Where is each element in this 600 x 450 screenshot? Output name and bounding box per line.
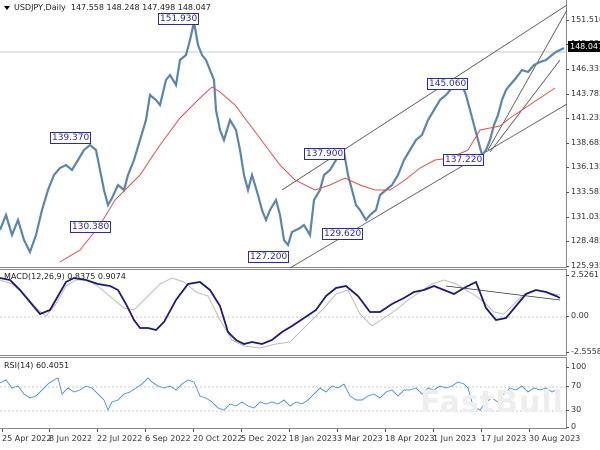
macd-axis-label: 0.00	[566, 311, 589, 320]
macd-title: MACD(12,26,9) 0.8375 0.9074	[4, 272, 126, 281]
rsi-title: RSI(14) 60.4051	[4, 361, 70, 370]
time-axis-label: 30 Aug 2023	[529, 429, 581, 443]
time-axis-label: 6 Sep 2022	[145, 429, 191, 443]
macd-panel[interactable]: MACD(12,26,9) 0.8375 0.9074	[0, 269, 567, 356]
price-label-high: 151.930	[158, 13, 200, 25]
macd-axis-label: 2.5261	[566, 270, 599, 279]
time-axis-label: 3 Mar 2023	[337, 429, 383, 443]
price-axis-label: 146.335	[565, 64, 600, 73]
rsi-axis-label: 70	[565, 381, 582, 390]
macd-canvas	[0, 277, 567, 349]
price-label: 130.380	[70, 221, 112, 233]
price-label: 137.220	[443, 154, 485, 166]
price-axis-label: 133.585	[565, 187, 600, 196]
time-axis-label: 18 Apr 2023	[385, 429, 435, 443]
macd-axis-label: -2.5558	[566, 347, 600, 356]
price-axis-label: 151.510	[565, 15, 600, 24]
rsi-canvas	[0, 377, 567, 412]
time-axis-label: 8 Jun 2022	[49, 429, 93, 443]
symbol-timeframe: USDJPY,Daily	[14, 3, 66, 12]
price-axis-label: 131.035	[565, 212, 600, 221]
time-axis-label: 18 Jan 2023	[289, 429, 337, 443]
price-axis-label: 128.485	[565, 236, 600, 245]
rsi-panel[interactable]: RSI(14) 60.4051	[0, 357, 567, 429]
time-axis-label: 5 Dec 2022	[241, 429, 288, 443]
price-axis-label: 136.135	[565, 162, 600, 171]
rsi-axis-label: 30	[565, 405, 582, 414]
fastbull-watermark: FastBull	[420, 385, 564, 420]
price-chart-panel[interactable]: USDJPY,Daily 147.558 148.248 147.498 148…	[0, 0, 567, 268]
current-price-tag: 148.047	[568, 41, 600, 52]
dropdown-triangle-icon[interactable]	[4, 5, 10, 10]
price-label-low: 127.200	[248, 251, 290, 263]
price-label: 137.900	[304, 148, 346, 160]
price-axis-label: 125.935	[565, 261, 600, 270]
time-axis-label: 22 Jul 2022	[97, 429, 143, 443]
price-label: 145.060	[427, 78, 469, 90]
ohlc-values: 147.558 148.248 147.498 148.047	[70, 3, 211, 12]
time-axis-label: 20 Oct 2022	[193, 429, 243, 443]
rsi-axis-label: 100	[565, 362, 587, 371]
time-axis-label: 17 Jul 2023	[481, 429, 527, 443]
price-label: 139.370	[50, 132, 92, 144]
chart-title: USDJPY,Daily 147.558 148.248 147.498 148…	[4, 3, 211, 12]
price-axis-label: 141.235	[565, 113, 600, 122]
price-axis-label: 143.785	[565, 89, 600, 98]
time-axis-label: 1 Jun 2023	[433, 429, 477, 443]
price-axis-label: 138.685	[565, 138, 600, 147]
price-label: 129.620	[322, 228, 364, 240]
rsi-axis-label: 0	[565, 422, 577, 431]
time-axis-label: 25 Apr 2022	[2, 429, 52, 443]
